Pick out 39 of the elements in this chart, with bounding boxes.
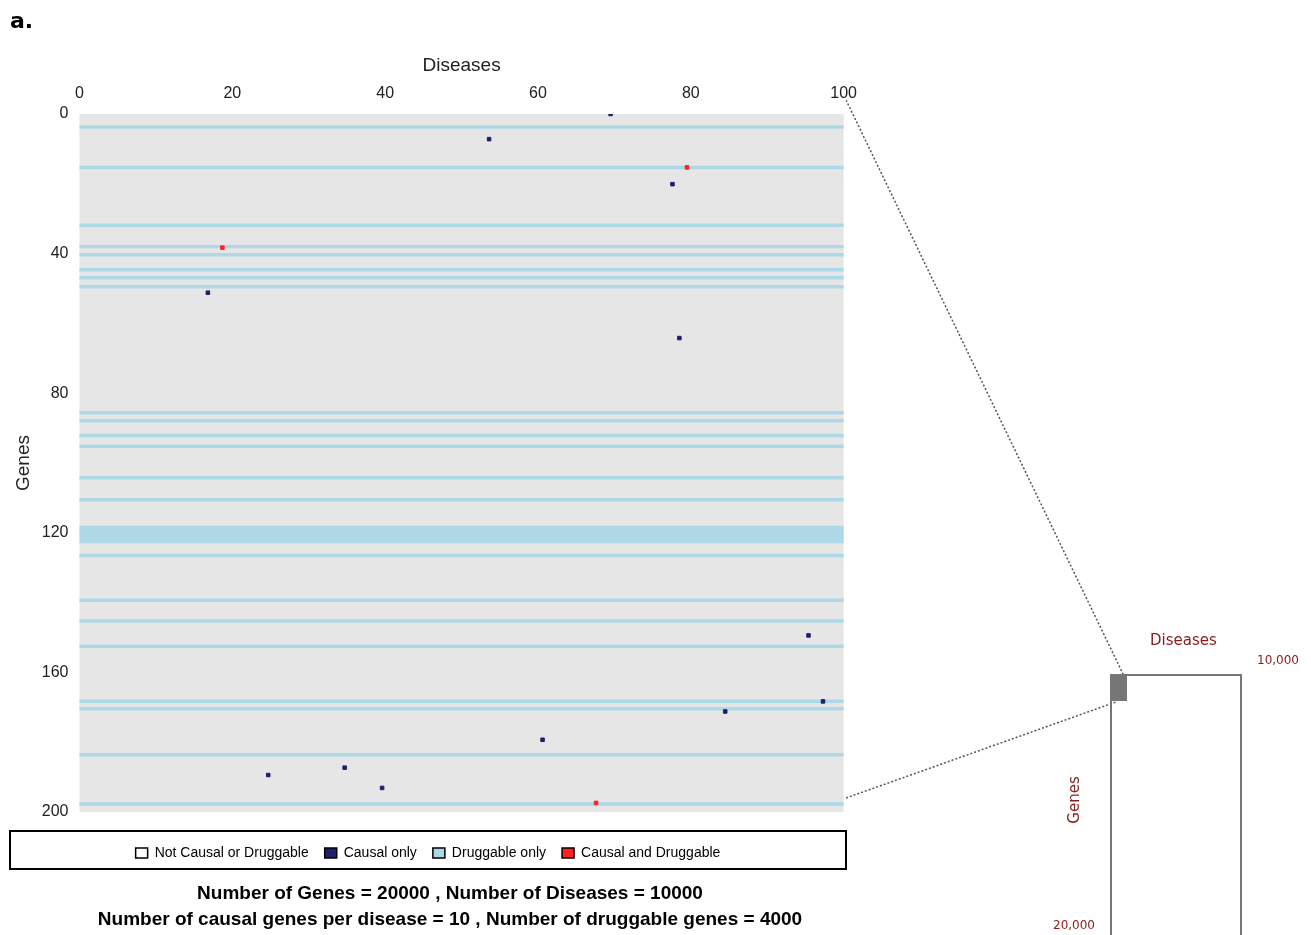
legend-label: Not Causal or Druggable: [154, 843, 309, 860]
text: Diseases: [1150, 631, 1217, 649]
y-tick-label: 160: [41, 662, 69, 680]
y-tick-label: 80: [50, 383, 69, 401]
x-tick-label: 20: [223, 83, 242, 101]
legend-label: Druggable only: [451, 843, 547, 860]
point: [205, 290, 211, 295]
y-tick-label: 40: [50, 244, 69, 262]
y-axis-title: Genes: [11, 435, 33, 491]
point: [540, 737, 545, 743]
text: Genes: [1064, 776, 1083, 824]
point: [379, 785, 385, 791]
point: [670, 181, 675, 187]
point: [220, 245, 225, 250]
point: [265, 772, 271, 778]
y-tick-label: 0: [59, 104, 69, 122]
x-tick-label: 100: [830, 83, 858, 101]
x-tick-label: 80: [681, 83, 700, 101]
y-tick-label: 120: [41, 523, 69, 541]
x-axis-title: Diseases: [422, 53, 501, 75]
text: Number of causal genes per disease = 10 , Number of druggable genes = 4000: [96, 907, 804, 931]
point: [806, 633, 811, 638]
text: a.: [10, 8, 34, 33]
text: 20,000: [1053, 918, 1095, 932]
y-tick-label: 200: [41, 802, 69, 820]
x-tick-label: 60: [529, 83, 547, 101]
x-tick-label: 0: [75, 83, 85, 101]
legend-label: Causal and Druggable: [581, 843, 721, 860]
point: [677, 335, 682, 341]
point: [608, 114, 613, 117]
point: [684, 165, 690, 170]
text: 10,000: [1257, 653, 1299, 667]
legend-label: Causal only: [343, 843, 417, 860]
point: [486, 136, 492, 142]
x-tick-label: 40: [376, 83, 395, 101]
point: [722, 709, 728, 714]
point: [342, 765, 347, 770]
text: Number of Genes = 20000 , Number of Diseases = 10000: [196, 881, 704, 905]
point: [820, 699, 826, 704]
